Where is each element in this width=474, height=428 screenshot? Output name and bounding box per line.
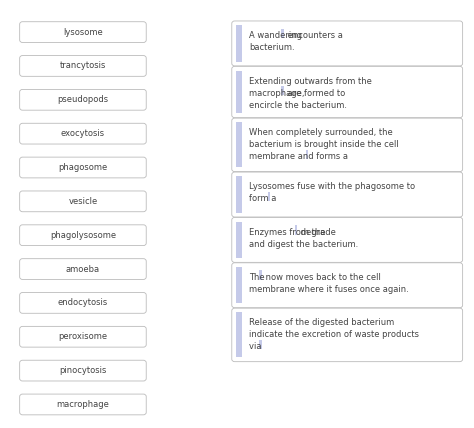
Text: now moves back to the cell: now moves back to the cell (263, 273, 381, 282)
Text: indicate the excretion of waste products: indicate the excretion of waste products (249, 330, 419, 339)
FancyBboxPatch shape (232, 172, 463, 217)
Text: bacterium.: bacterium. (249, 43, 295, 52)
FancyBboxPatch shape (19, 56, 146, 76)
Bar (268, 192, 270, 201)
Text: endocytosis: endocytosis (58, 298, 108, 307)
Text: macrophage,: macrophage, (249, 89, 308, 98)
FancyBboxPatch shape (19, 123, 146, 144)
Text: Enzymes from the: Enzymes from the (249, 228, 328, 237)
Bar (282, 86, 284, 95)
Text: pseudopods: pseudopods (57, 95, 109, 104)
Bar (295, 225, 298, 235)
Text: Release of the digested bacterium: Release of the digested bacterium (249, 318, 394, 327)
FancyBboxPatch shape (232, 217, 463, 262)
FancyBboxPatch shape (232, 21, 463, 66)
Bar (259, 270, 262, 280)
Bar (282, 29, 284, 38)
Text: membrane and forms a: membrane and forms a (249, 152, 351, 161)
Text: degrade: degrade (299, 228, 337, 237)
Bar (236, 25, 242, 62)
Bar (236, 267, 242, 303)
Bar (306, 150, 309, 159)
Text: The: The (249, 273, 268, 282)
Text: are formed to: are formed to (285, 89, 345, 98)
FancyBboxPatch shape (19, 394, 146, 415)
FancyBboxPatch shape (19, 360, 146, 381)
Text: form a: form a (249, 194, 279, 203)
FancyBboxPatch shape (19, 259, 146, 279)
Text: amoeba: amoeba (66, 265, 100, 273)
Bar (236, 71, 242, 113)
Bar (236, 312, 242, 357)
Text: A wandering: A wandering (249, 31, 305, 40)
Text: Lysosomes fuse with the phagosome to: Lysosomes fuse with the phagosome to (249, 182, 415, 191)
FancyBboxPatch shape (19, 225, 146, 246)
Text: and digest the bacterium.: and digest the bacterium. (249, 240, 358, 249)
Bar (259, 340, 262, 349)
FancyBboxPatch shape (19, 292, 146, 313)
Text: lysosome: lysosome (63, 27, 103, 37)
FancyBboxPatch shape (19, 157, 146, 178)
Text: phagosome: phagosome (58, 163, 108, 172)
Bar (236, 222, 242, 258)
Text: phagolysosome: phagolysosome (50, 231, 116, 240)
Text: encircle the bacterium.: encircle the bacterium. (249, 101, 347, 110)
Text: encounters a: encounters a (285, 31, 343, 40)
Text: exocytosis: exocytosis (61, 129, 105, 138)
FancyBboxPatch shape (19, 327, 146, 347)
Text: via: via (249, 342, 264, 351)
FancyBboxPatch shape (19, 89, 146, 110)
Text: pinocytosis: pinocytosis (59, 366, 107, 375)
FancyBboxPatch shape (232, 263, 463, 308)
Text: bacterium is brought inside the cell: bacterium is brought inside the cell (249, 140, 399, 149)
FancyBboxPatch shape (232, 66, 463, 118)
Text: peroxisome: peroxisome (58, 332, 108, 341)
Text: Extending outwards from the: Extending outwards from the (249, 77, 372, 86)
FancyBboxPatch shape (19, 22, 146, 42)
Bar (236, 122, 242, 167)
FancyBboxPatch shape (232, 308, 463, 362)
Text: trancytosis: trancytosis (60, 62, 106, 71)
FancyBboxPatch shape (19, 191, 146, 212)
Bar (236, 176, 242, 213)
Text: When completely surrounded, the: When completely surrounded, the (249, 128, 393, 137)
Text: membrane where it fuses once again.: membrane where it fuses once again. (249, 285, 409, 294)
FancyBboxPatch shape (232, 118, 463, 172)
Text: macrophage: macrophage (56, 400, 109, 409)
Text: vesicle: vesicle (68, 197, 98, 206)
